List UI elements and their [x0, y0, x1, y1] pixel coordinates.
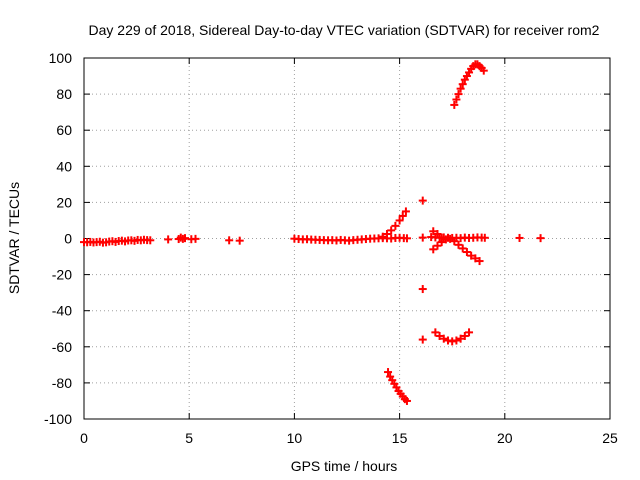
- data-point: [382, 229, 391, 238]
- y-tick-label: -100: [44, 411, 72, 427]
- data-point: [460, 331, 469, 340]
- y-tick-label: 0: [64, 231, 72, 247]
- data-points: [80, 60, 545, 405]
- data-point: [458, 80, 467, 89]
- data-point: [515, 233, 524, 242]
- data-point: [454, 90, 463, 99]
- data-point: [458, 244, 467, 253]
- y-axis-label: SDTVAR / TECUs: [6, 182, 22, 294]
- data-point: [431, 328, 440, 337]
- x-tick-label: 25: [602, 430, 618, 446]
- data-point: [452, 336, 461, 345]
- data-point: [225, 236, 234, 245]
- x-tick-label: 20: [497, 430, 513, 446]
- data-point: [454, 240, 463, 249]
- data-point: [395, 216, 404, 225]
- y-tick-labels: -100 -80 -60 -40 -20 0 20 40 60 80 100: [44, 50, 72, 427]
- data-point: [462, 248, 471, 257]
- data-point: [480, 233, 489, 242]
- x-axis-label: GPS time / hours: [291, 458, 398, 474]
- x-tick-labels: 0 5 10 15 20 25: [80, 430, 618, 446]
- y-tick-label: -40: [52, 303, 72, 319]
- data-point: [435, 331, 444, 340]
- data-point: [401, 207, 410, 216]
- data-point: [456, 334, 465, 343]
- data-point: [471, 254, 480, 263]
- data-point: [429, 227, 438, 236]
- y-tick-label: 40: [56, 158, 72, 174]
- y-tick-label: 100: [49, 50, 73, 66]
- data-point: [456, 84, 465, 93]
- data-point: [452, 95, 461, 104]
- x-tick-label: 15: [392, 430, 408, 446]
- y-tick-label: -80: [52, 375, 72, 391]
- data-point: [164, 235, 173, 244]
- x-tick-label: 10: [287, 430, 303, 446]
- data-point: [536, 234, 545, 243]
- data-point: [191, 234, 200, 243]
- data-point: [479, 66, 488, 75]
- data-point: [467, 251, 476, 260]
- x-tick-label: 0: [80, 430, 88, 446]
- data-point: [402, 234, 411, 243]
- data-point: [433, 241, 442, 250]
- data-point: [439, 334, 448, 343]
- y-tick-label: -60: [52, 339, 72, 355]
- axis-ticks: [83, 57, 611, 420]
- data-point: [446, 234, 455, 243]
- y-tick-label: 80: [56, 86, 72, 102]
- data-point: [429, 245, 438, 254]
- x-tick-label: 5: [185, 430, 193, 446]
- data-point: [450, 237, 459, 246]
- data-point: [378, 232, 387, 241]
- data-point: [433, 229, 442, 238]
- data-point: [180, 234, 189, 243]
- y-tick-label: -20: [52, 267, 72, 283]
- data-point: [235, 236, 244, 245]
- y-tick-label: 60: [56, 122, 72, 138]
- data-point: [437, 238, 446, 247]
- data-point: [391, 221, 400, 230]
- y-tick-label: 20: [56, 194, 72, 210]
- data-point: [387, 226, 396, 235]
- data-point: [418, 285, 427, 294]
- data-point: [465, 328, 474, 337]
- plot-frame: [83, 57, 611, 420]
- data-point: [384, 368, 393, 377]
- data-point: [398, 211, 407, 220]
- data-point: [418, 335, 427, 344]
- data-point: [418, 196, 427, 205]
- data-point: [418, 233, 427, 242]
- gridlines: [84, 58, 610, 419]
- data-point: [475, 257, 484, 266]
- data-point: [146, 236, 155, 245]
- chart-title: Day 229 of 2018, Sidereal Day-to-day VTE…: [89, 22, 600, 38]
- data-point: [402, 396, 411, 405]
- data-point: [450, 100, 459, 109]
